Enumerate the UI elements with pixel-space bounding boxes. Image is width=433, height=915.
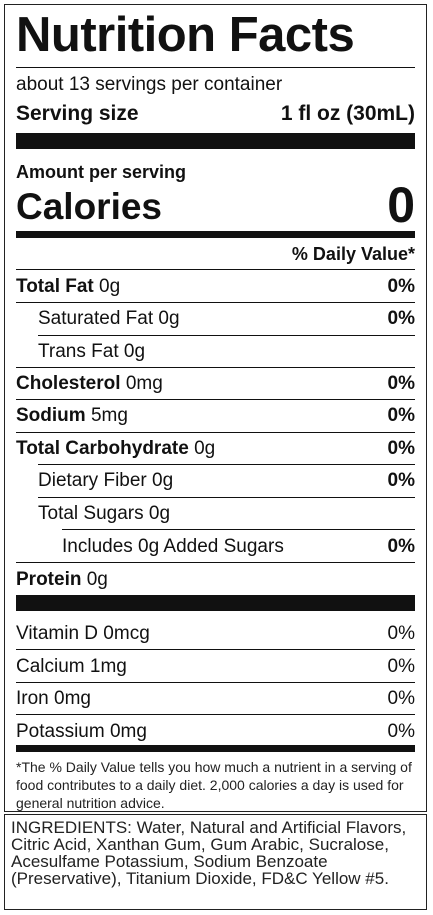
rule-v1 <box>16 649 415 650</box>
nutrient-amount: 0g <box>123 341 146 362</box>
nutrient-name: Total Sugars <box>38 503 144 524</box>
rule-5 <box>16 432 415 433</box>
rule-6 <box>38 464 415 465</box>
medium-bar-calories <box>16 231 415 238</box>
vitamin-name: Potassium <box>16 721 105 742</box>
nutrient-row-added-sugars: Includes 0g Added Sugars 0% <box>16 537 415 556</box>
nutrient-dv: 0% <box>387 308 415 329</box>
serving-size-label: Serving size <box>16 102 139 125</box>
vitamin-dv: 0% <box>387 623 415 644</box>
nutrient-name: Cholesterol <box>16 373 121 394</box>
nutrient-row-total-sugars: Total Sugars 0g <box>16 504 415 523</box>
rule-2 <box>38 335 415 336</box>
nutrition-facts-panel: Nutrition Facts about 13 servings per co… <box>4 4 427 812</box>
nutrient-row-saturated-fat: Saturated Fat 0g 0% <box>16 309 415 328</box>
calories-row: Calories 0 <box>16 177 415 233</box>
nutrient-dv: 0% <box>387 470 415 491</box>
nutrient-dv: 0% <box>387 536 415 557</box>
calories-value: 0 <box>387 177 415 233</box>
nutrient-dv: 0% <box>387 373 415 394</box>
vitamin-row-calcium: Calcium 1mg 0% <box>16 657 415 676</box>
medium-bar-footnote <box>16 745 415 752</box>
vitamin-dv: 0% <box>387 721 415 742</box>
rule-3 <box>16 367 415 368</box>
vitamin-row-iron: Iron 0mg 0% <box>16 689 415 708</box>
nutrient-amount: 0g <box>158 308 180 329</box>
rule-dv <box>16 269 415 270</box>
ingredients-panel: INGREDIENTS: Water, Natural and Artifici… <box>4 814 427 910</box>
nutrient-row-trans-fat: Trans Fat 0g <box>16 342 415 361</box>
nutrient-dv: 0% <box>387 276 415 297</box>
nutrient-name: Protein <box>16 569 82 590</box>
nutrient-name: Trans Fat <box>38 341 119 362</box>
amount-per-serving: Amount per serving <box>16 162 187 182</box>
thick-bar-top <box>16 133 415 149</box>
nutrient-amount: 0g <box>86 569 108 590</box>
vitamin-amount: 0mg <box>109 721 147 742</box>
nutrient-dv: 0% <box>387 438 415 459</box>
serving-size-value: 1 fl oz (30mL) <box>280 102 415 125</box>
daily-value-footnote: *The % Daily Value tells you how much a … <box>16 759 412 811</box>
vitamin-amount: 0mg <box>54 688 91 709</box>
nutrient-name: Sodium <box>16 405 86 426</box>
rule-1 <box>16 302 415 303</box>
servings-per-container: about 13 servings per container <box>16 74 283 95</box>
vitamin-amount: 1mg <box>89 656 127 677</box>
nutrient-amount: 5mg <box>90 405 128 426</box>
nutrient-name: Total Fat <box>16 276 94 297</box>
nutrient-amount: 0g <box>152 470 174 491</box>
vitamin-dv: 0% <box>387 688 415 709</box>
vitamin-name: Iron <box>16 688 49 709</box>
vitamin-amount: 0mcg <box>103 623 150 644</box>
serving-size-row: Serving size 1 fl oz (30mL) <box>16 103 415 124</box>
nutrient-name: Includes 0g Added Sugars <box>62 536 284 557</box>
vitamin-name: Vitamin D <box>16 623 99 644</box>
vitamin-dv: 0% <box>387 656 415 677</box>
rule-4 <box>16 399 415 400</box>
thick-bar-vitamins <box>16 595 415 611</box>
rule-v2 <box>16 682 415 683</box>
rule-8 <box>62 529 415 530</box>
nutrient-name: Total Carbohydrate <box>16 438 189 459</box>
nutrient-row-protein: Protein 0g <box>16 570 415 589</box>
calories-label: Calories <box>16 186 163 227</box>
nutrient-amount: 0g <box>194 438 216 459</box>
rule-7 <box>38 497 415 498</box>
nutrition-facts-title: Nutrition Facts <box>16 8 355 62</box>
nutrient-row-total-carbohydrate: Total Carbohydrate 0g 0% <box>16 439 415 458</box>
nutrient-amount: 0g <box>148 503 171 524</box>
nutrient-amount: 0mg <box>125 373 163 394</box>
vitamin-name: Calcium <box>16 656 85 677</box>
daily-value-header: % Daily Value* <box>291 244 415 264</box>
vitamin-row-vitamin-d: Vitamin D 0mcg 0% <box>16 624 415 643</box>
nutrient-name: Saturated Fat <box>38 308 154 329</box>
title-divider <box>16 67 415 68</box>
nutrient-name: Dietary Fiber <box>38 470 147 491</box>
nutrient-dv: 0% <box>387 405 415 426</box>
rule-v3 <box>16 714 415 715</box>
nutrient-row-dietary-fiber: Dietary Fiber 0g 0% <box>16 471 415 490</box>
nutrient-amount: 0g <box>99 276 121 297</box>
nutrient-row-sodium: Sodium 5mg 0% <box>16 406 415 425</box>
nutrient-row-total-fat: Total Fat 0g 0% <box>16 277 415 296</box>
rule-9 <box>16 562 415 563</box>
nutrient-row-cholesterol: Cholesterol 0mg 0% <box>16 374 415 393</box>
vitamin-row-potassium: Potassium 0mg 0% <box>16 722 415 741</box>
